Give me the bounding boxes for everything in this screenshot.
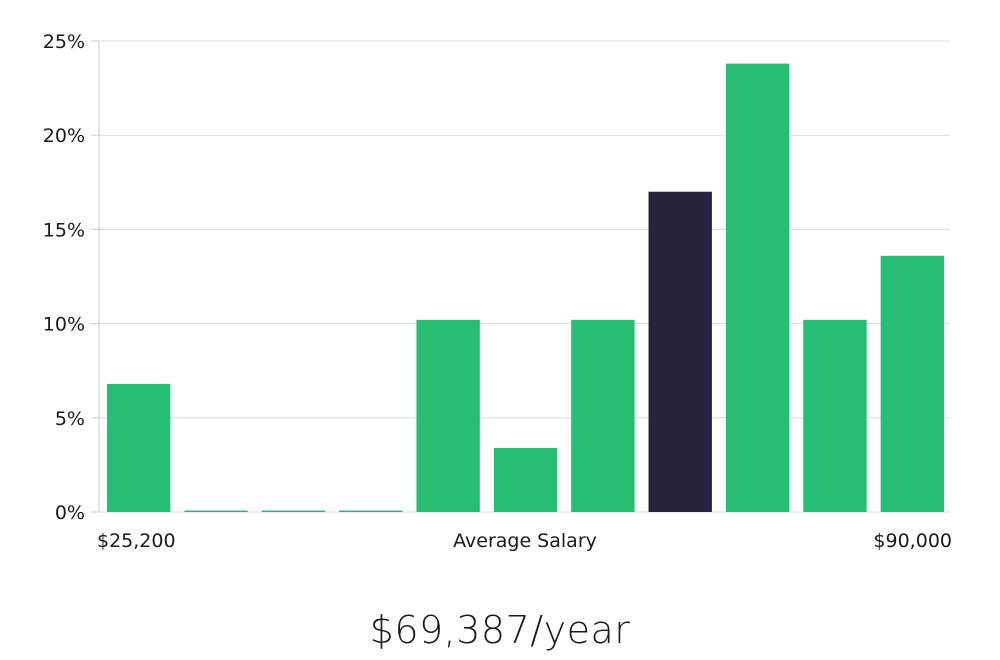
y-axis-ticks: 0% 5% 10% 15% 20% 25% (43, 31, 99, 524)
x-axis-label: Average Salary (453, 530, 597, 552)
y-tick-label: 15% (43, 219, 85, 241)
bar (493, 447, 558, 512)
y-tick-label: 10% (43, 314, 85, 336)
bar (725, 63, 790, 512)
y-tick-label: 25% (43, 31, 85, 53)
salary-histogram: 0%5%10%15%20%25% $25,200 Average Salary … (43, 31, 952, 552)
bar (184, 510, 248, 512)
bar-highlight (648, 191, 712, 512)
bar (880, 255, 944, 512)
bar (571, 319, 635, 512)
bar (803, 319, 867, 512)
bars (107, 63, 944, 512)
x-axis-min-label: $25,200 (97, 530, 176, 552)
bar (107, 383, 171, 512)
x-axis-max-label: $90,000 (873, 530, 952, 552)
y-tick-label: 20% (43, 125, 85, 147)
bar (416, 319, 480, 512)
y-tick-label: 0% (55, 502, 85, 524)
average-salary-value: $69,387/year (369, 608, 631, 652)
y-tick-label: 5% (55, 408, 85, 430)
bar (261, 510, 326, 512)
bar (339, 510, 403, 512)
